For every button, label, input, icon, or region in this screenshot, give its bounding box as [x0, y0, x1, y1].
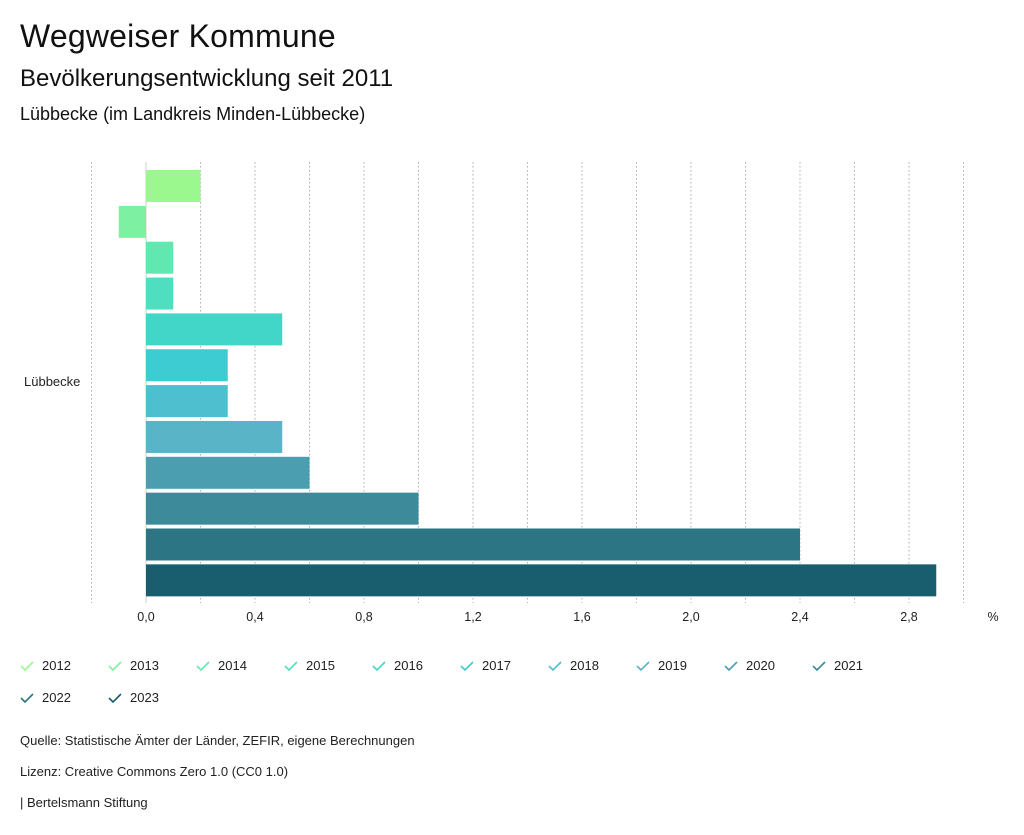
check-icon [636, 660, 650, 671]
check-icon [460, 660, 474, 671]
page-title: Wegweiser Kommune [20, 18, 336, 54]
x-tick-label: 2,0 [682, 610, 699, 624]
source-note: Quelle: Statistische Ämter der Länder, Z… [20, 733, 415, 748]
legend-item-2012[interactable]: 2012 [20, 658, 71, 673]
check-icon [372, 660, 386, 671]
bar-2012 [146, 170, 201, 202]
legend-item-2021[interactable]: 2021 [812, 658, 863, 673]
legend-item-2014[interactable]: 2014 [196, 658, 247, 673]
legend-label: 2013 [130, 658, 159, 673]
legend-item-2020[interactable]: 2020 [724, 658, 775, 673]
bar-chart: Lübbecke 0,0 0,4 0,8 1,2 1,6 2,0 2,4 2,8% [24, 162, 999, 624]
x-tick-label: 1,2 [464, 610, 481, 624]
legend-label: 2018 [570, 658, 599, 673]
bar-2022 [146, 528, 800, 561]
legend-item-2022[interactable]: 2022 [20, 690, 71, 705]
check-icon [548, 660, 562, 671]
bar-2017 [146, 349, 228, 382]
legend-item-2013[interactable]: 2013 [108, 658, 159, 673]
check-icon [108, 660, 122, 671]
x-unit-label: % [987, 610, 998, 624]
legend-label: 2019 [658, 658, 687, 673]
check-icon [20, 692, 34, 703]
legend-item-2015[interactable]: 2015 [284, 658, 335, 673]
publisher-note: | Bertelsmann Stiftung [20, 795, 148, 810]
region-label: Lübbecke (im Landkreis Minden-Lübbecke) [20, 104, 366, 124]
x-tick-label: 0,4 [246, 610, 263, 624]
x-tick-label: 2,8 [900, 610, 917, 624]
legend-label: 2022 [42, 690, 71, 705]
legend-item-2018[interactable]: 2018 [548, 658, 599, 673]
legend-item-2019[interactable]: 2019 [636, 658, 687, 673]
check-icon [196, 660, 210, 671]
x-tick-label: 0,0 [137, 610, 154, 624]
x-tick-label: 0,8 [355, 610, 372, 624]
legend-label: 2020 [746, 658, 775, 673]
x-tick-label: 1,6 [573, 610, 590, 624]
legend-item-2023[interactable]: 2023 [108, 690, 159, 705]
legend-label: 2012 [42, 658, 71, 673]
bar-2021 [146, 492, 419, 525]
bar-2016 [146, 313, 283, 346]
check-icon [20, 660, 34, 671]
license-note: Lizenz: Creative Commons Zero 1.0 (CC0 1… [20, 764, 289, 779]
bar-2018 [146, 385, 228, 418]
legend-label: 2021 [834, 658, 863, 673]
y-category-label: Lübbecke [24, 374, 80, 389]
legend-item-2016[interactable]: 2016 [372, 658, 423, 673]
legend-label: 2023 [130, 690, 159, 705]
bar-2020 [146, 456, 310, 489]
legend-item-2017[interactable]: 2017 [460, 658, 511, 673]
legend-label: 2017 [482, 658, 511, 673]
legend-label: 2015 [306, 658, 335, 673]
bar-2019 [146, 420, 283, 453]
check-icon [284, 660, 298, 671]
bar-2015 [146, 277, 174, 310]
check-icon [812, 660, 826, 671]
x-tick-label: 2,4 [791, 610, 808, 624]
chart-subtitle: Bevölkerungsentwicklung seit 2011 [20, 65, 394, 92]
check-icon [724, 660, 738, 671]
legend-label: 2014 [218, 658, 247, 673]
bar-2023 [146, 564, 937, 597]
bar-2013 [118, 205, 146, 238]
bar-2014 [146, 241, 174, 274]
check-icon [108, 692, 122, 703]
legend-label: 2016 [394, 658, 423, 673]
